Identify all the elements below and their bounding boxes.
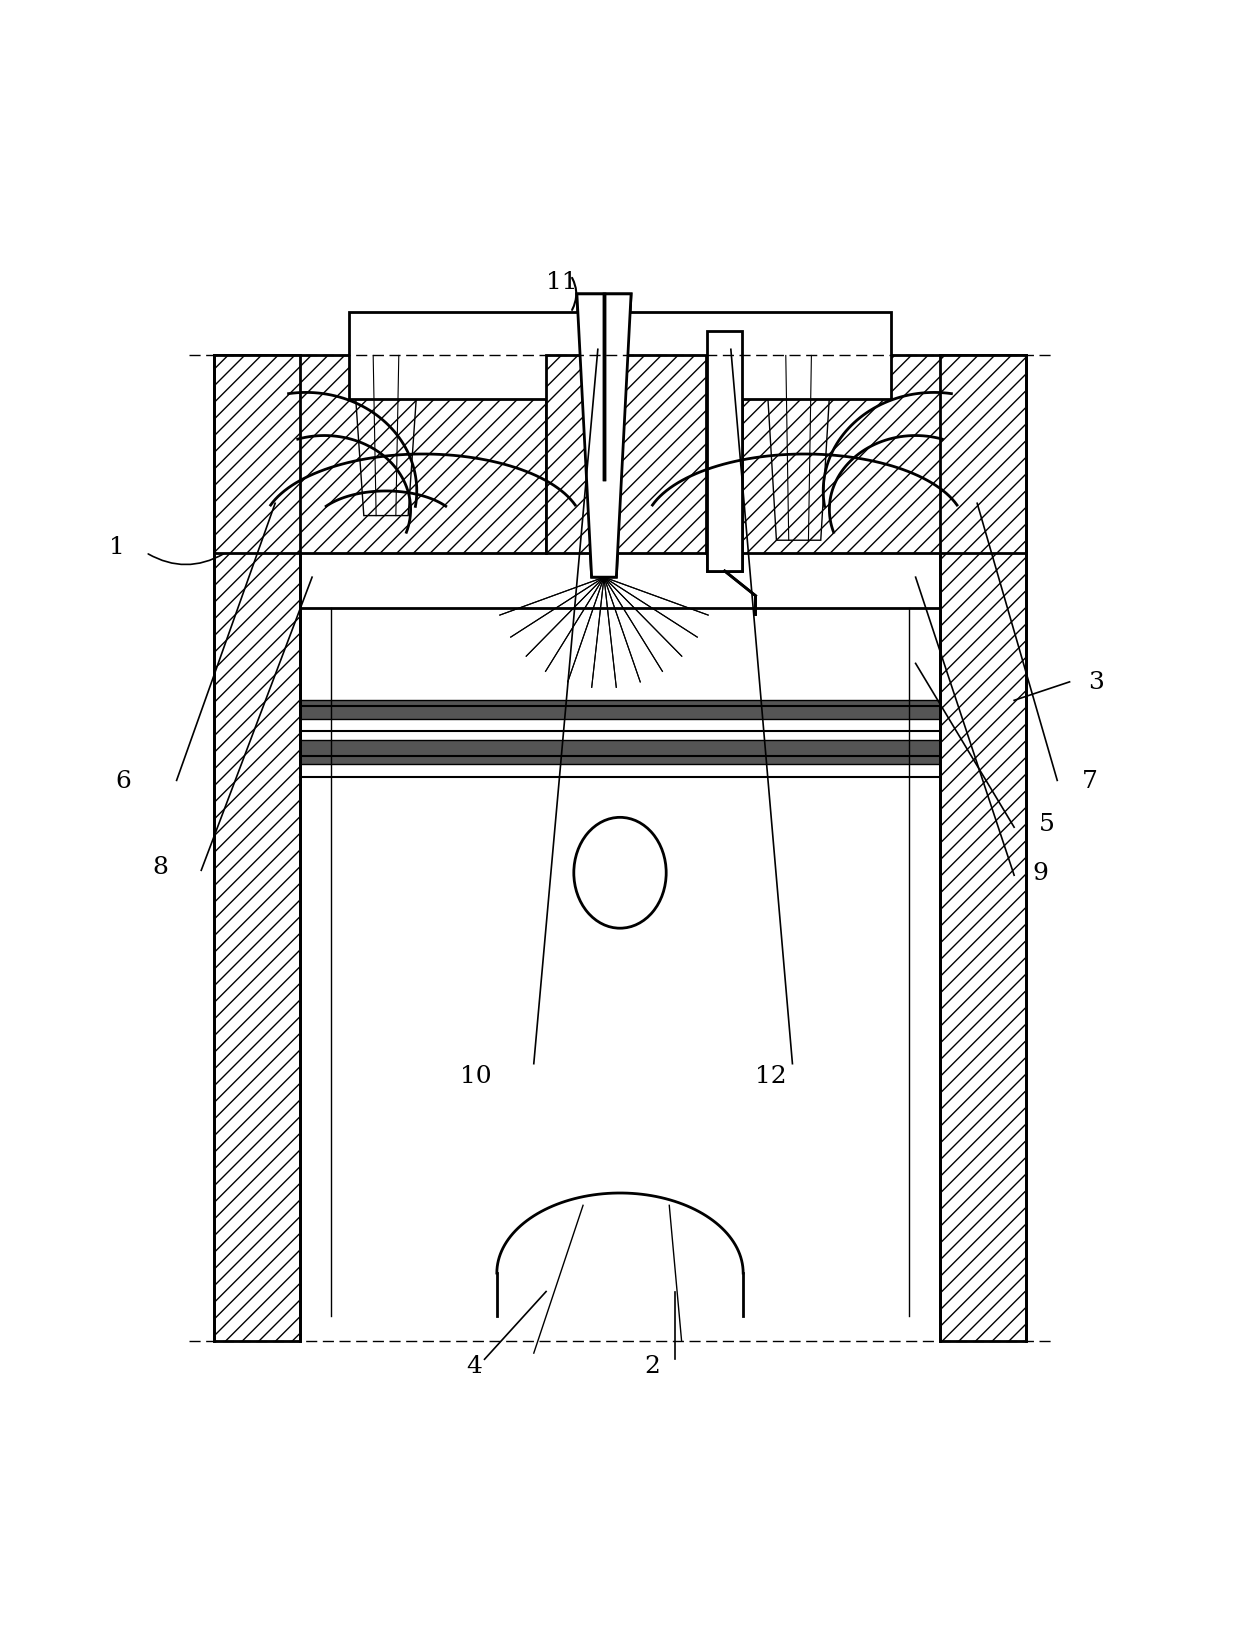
Polygon shape — [546, 356, 707, 554]
Polygon shape — [940, 356, 1027, 1341]
Polygon shape — [577, 295, 631, 578]
Polygon shape — [300, 700, 940, 720]
Polygon shape — [300, 740, 940, 765]
Polygon shape — [213, 356, 546, 554]
Text: 3: 3 — [1087, 671, 1104, 694]
Text: 11: 11 — [546, 270, 578, 293]
Text: 9: 9 — [1033, 862, 1049, 885]
Polygon shape — [708, 331, 742, 572]
Text: 6: 6 — [115, 770, 131, 793]
Text: 12: 12 — [755, 1065, 787, 1088]
Polygon shape — [577, 295, 631, 578]
Text: 10: 10 — [460, 1065, 491, 1088]
Polygon shape — [765, 356, 832, 541]
Polygon shape — [352, 356, 419, 516]
Polygon shape — [213, 356, 300, 1341]
Text: 2: 2 — [645, 1353, 661, 1376]
Text: 7: 7 — [1081, 770, 1097, 793]
Text: 4: 4 — [466, 1353, 482, 1376]
Text: 1: 1 — [109, 536, 124, 559]
Polygon shape — [707, 356, 1027, 554]
Text: 8: 8 — [153, 855, 167, 878]
Ellipse shape — [574, 817, 666, 928]
Polygon shape — [348, 313, 892, 399]
Text: 5: 5 — [1039, 812, 1055, 836]
Polygon shape — [708, 331, 742, 572]
